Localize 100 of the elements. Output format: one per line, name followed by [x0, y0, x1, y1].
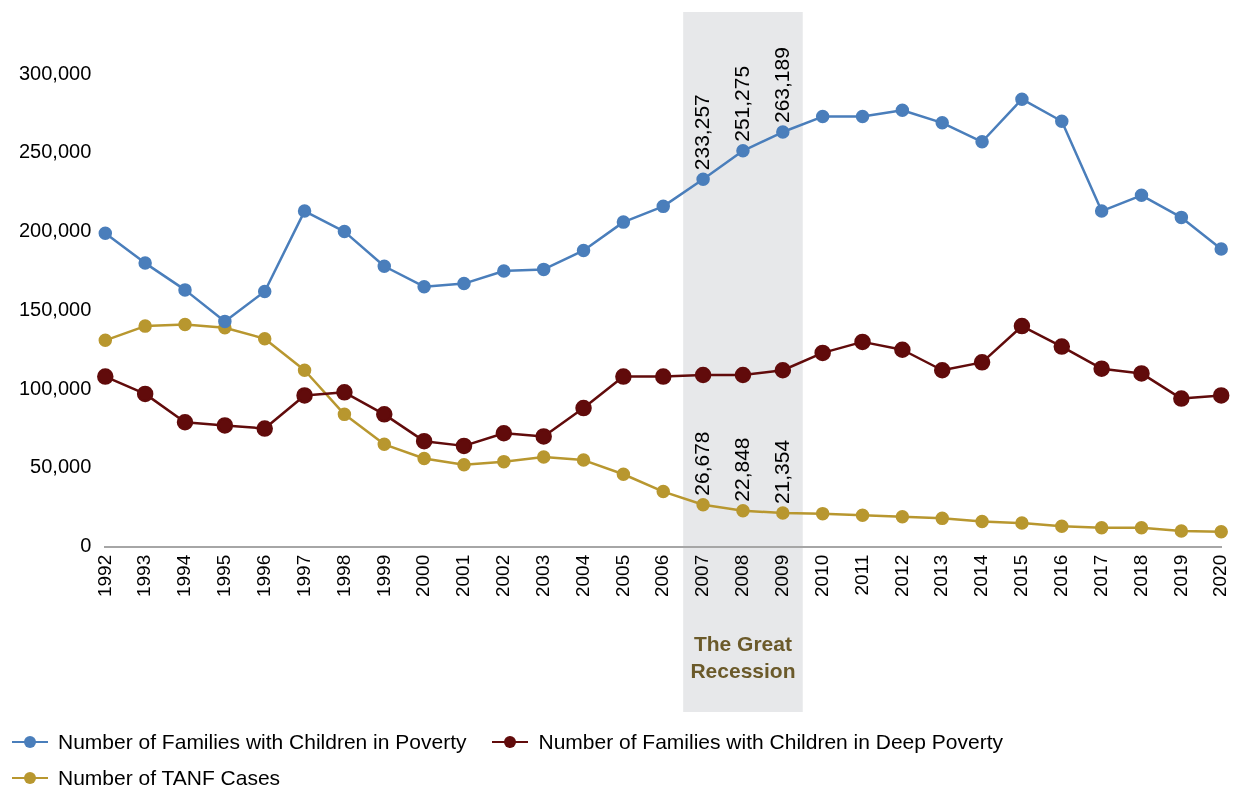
point: [696, 172, 710, 186]
point: [656, 484, 670, 499]
point: [776, 125, 790, 139]
point: [935, 116, 949, 130]
point: [973, 354, 991, 371]
y-tick-label: 100,000: [19, 376, 92, 399]
x-tick-label: 2012: [890, 554, 912, 598]
point: [815, 109, 830, 124]
point: [1094, 521, 1109, 535]
y-tick-label: 0: [80, 534, 92, 557]
point: [457, 458, 471, 472]
x-tick-label: 2011: [850, 554, 872, 596]
point: [178, 283, 192, 297]
x-tick-label: 2013: [930, 554, 952, 598]
point: [457, 276, 471, 291]
point: [98, 333, 113, 348]
point: [736, 503, 750, 518]
point: [815, 506, 830, 521]
x-tick-label: 2008: [731, 554, 753, 598]
point: [1173, 390, 1190, 407]
x-tick-label: 2001: [452, 554, 474, 598]
point: [814, 344, 831, 362]
x-tick-label: 2000: [412, 554, 434, 598]
legend-label: Number of Families with Children in Deep Poverty: [538, 730, 1003, 754]
point: [774, 362, 792, 379]
point: [257, 331, 272, 346]
band-label: The Great Recession: [690, 631, 796, 682]
point: [696, 497, 710, 512]
point: [497, 264, 511, 278]
point: [855, 508, 870, 522]
point: [1174, 210, 1189, 225]
x-tick-label: 1999: [372, 554, 394, 598]
x-tick-label: 1997: [292, 554, 314, 598]
point: [855, 109, 870, 124]
point: [894, 341, 911, 359]
point: [415, 432, 433, 450]
y-tick-label: 150,000: [19, 297, 92, 320]
point: [656, 199, 670, 214]
x-tick-label: 2015: [1010, 554, 1032, 598]
point: [377, 437, 392, 452]
x-tick-label: 2017: [1089, 554, 1111, 598]
point: [377, 259, 392, 273]
x-tick-label: 1998: [332, 554, 354, 598]
point: [257, 284, 272, 299]
point: [138, 319, 152, 333]
point: [734, 366, 752, 384]
point: [297, 363, 312, 377]
point: [178, 317, 192, 332]
data-label: 22,848: [729, 437, 753, 502]
point: [1053, 338, 1071, 355]
legend-label: Number of Families with Children in Poverty: [58, 730, 467, 754]
point: [854, 333, 871, 351]
point: [1212, 387, 1230, 404]
point: [256, 420, 273, 437]
point: [575, 399, 592, 417]
x-tick-label: 2003: [531, 554, 553, 598]
point: [455, 437, 473, 455]
point: [297, 204, 312, 218]
point: [1214, 242, 1228, 256]
point: [336, 384, 353, 401]
point: [736, 144, 750, 158]
point: [933, 362, 951, 379]
point: [1055, 114, 1069, 129]
point: [615, 368, 632, 385]
x-tick-label: 2004: [571, 554, 593, 598]
legend-label: Number of TANF Cases: [58, 766, 281, 790]
point: [535, 428, 552, 445]
point: [495, 425, 513, 442]
x-tick-label: 2005: [611, 554, 633, 598]
x-tick-label: 2002: [492, 554, 514, 598]
x-tick-label: 2007: [691, 554, 713, 598]
y-tick-label: 200,000: [19, 219, 92, 242]
point: [655, 368, 672, 385]
point: [616, 215, 631, 229]
point: [1055, 519, 1069, 533]
point: [417, 279, 431, 294]
point: [895, 510, 910, 524]
point: [975, 514, 989, 529]
point: [296, 387, 313, 404]
y-tick-label: 50,000: [30, 455, 92, 478]
point: [576, 243, 591, 258]
point: [497, 454, 511, 469]
point: [616, 467, 631, 481]
x-tick-label: 2014: [970, 554, 992, 598]
x-tick-label: 1996: [252, 554, 274, 598]
point: [136, 385, 154, 403]
x-tick-label: 2019: [1169, 554, 1191, 598]
point: [176, 414, 194, 431]
data-label: 251,275: [729, 65, 753, 142]
point: [1134, 188, 1149, 203]
x-tick-label: 2006: [651, 554, 673, 598]
x-tick-label: 1994: [173, 554, 195, 598]
point: [337, 407, 352, 422]
point: [376, 406, 393, 423]
x-tick-label: 2020: [1209, 554, 1231, 598]
x-tick-label: 2010: [810, 554, 832, 598]
point: [337, 224, 352, 239]
point: [218, 314, 232, 329]
x-tick-label: 1992: [93, 554, 115, 598]
point: [1174, 524, 1189, 538]
